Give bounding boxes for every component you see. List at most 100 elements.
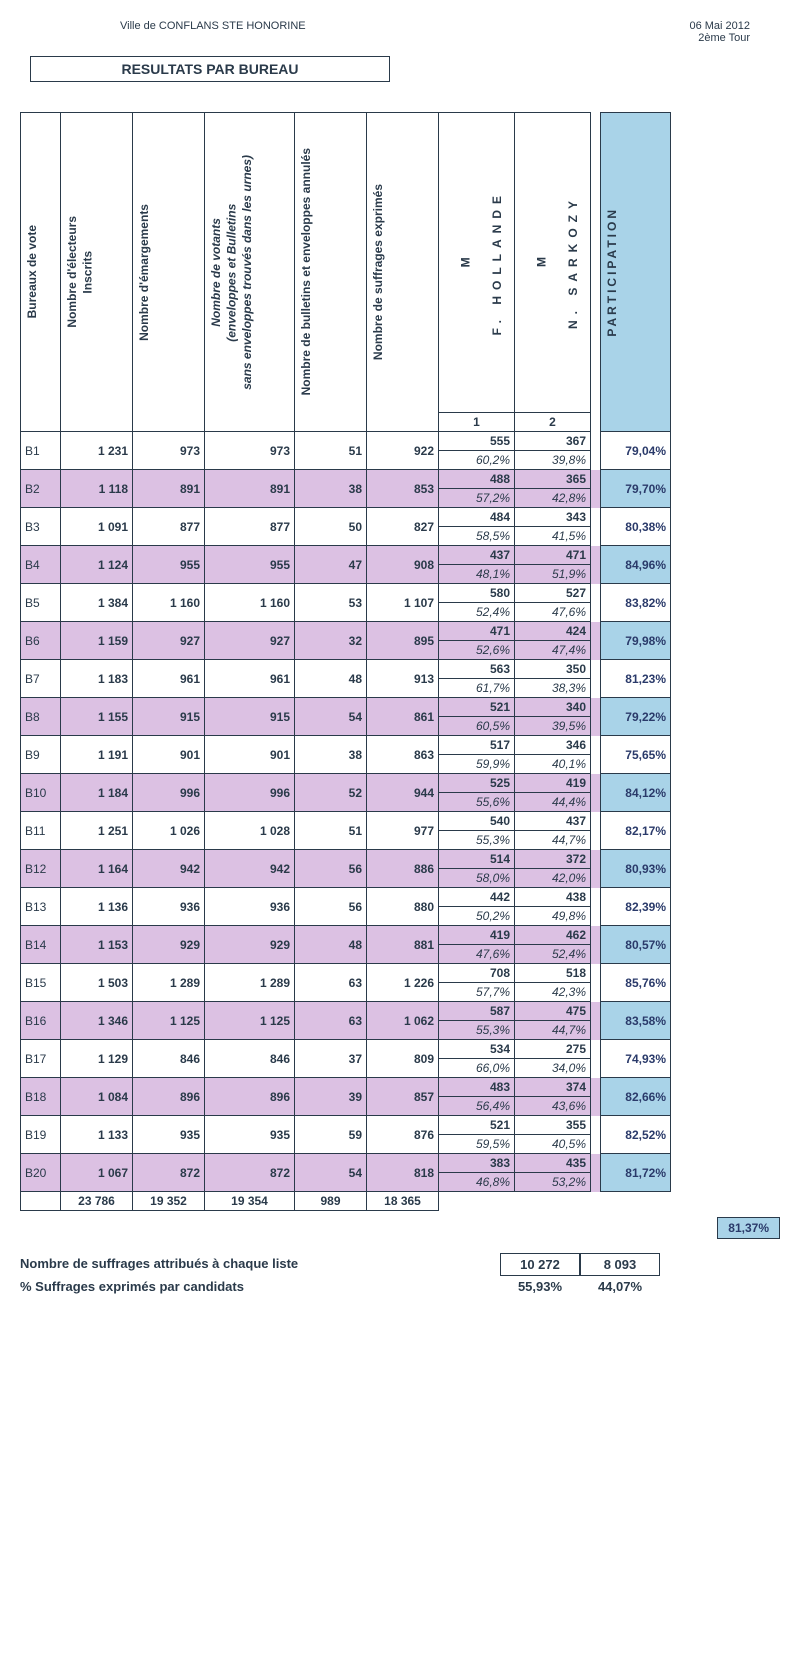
cand2-pct: 39,5% xyxy=(515,717,591,736)
footer-c1-total: 10 272 xyxy=(500,1253,580,1276)
bureau-id: B20 xyxy=(21,1154,61,1192)
inscrits: 1 091 xyxy=(61,508,133,546)
votants: 935 xyxy=(205,1116,295,1154)
annules: 48 xyxy=(295,660,367,698)
participation: 79,98% xyxy=(601,622,671,660)
participation: 83,58% xyxy=(601,1002,671,1040)
participation: 82,17% xyxy=(601,812,671,850)
annules: 47 xyxy=(295,546,367,584)
cand1-votes: 383 xyxy=(439,1154,515,1173)
total-inscrits: 23 786 xyxy=(61,1192,133,1211)
total-exprimes: 18 365 xyxy=(367,1192,439,1211)
exprimes: 880 xyxy=(367,888,439,926)
cand2-votes: 355 xyxy=(515,1116,591,1135)
exprimes: 809 xyxy=(367,1040,439,1078)
bureau-id: B2 xyxy=(21,470,61,508)
cand2-pct: 47,4% xyxy=(515,641,591,660)
bureau-id: B7 xyxy=(21,660,61,698)
footer-votes-label: Nombre de suffrages attribués à chaque l… xyxy=(20,1253,500,1276)
bureau-id: B19 xyxy=(21,1116,61,1154)
cand1-votes: 488 xyxy=(439,470,515,489)
participation: 75,65% xyxy=(601,736,671,774)
bureau-id: B18 xyxy=(21,1078,61,1116)
cand2-pct: 40,5% xyxy=(515,1135,591,1154)
col-annules: Nombre de bulletins et enveloppes annulé… xyxy=(299,148,315,395)
cand1-votes: 525 xyxy=(439,774,515,793)
emargements: 1 289 xyxy=(133,964,205,1002)
inscrits: 1 384 xyxy=(61,584,133,622)
footer-pct-label: % Suffrages exprimés par candidats xyxy=(20,1276,500,1297)
participation: 80,57% xyxy=(601,926,671,964)
emargements: 872 xyxy=(133,1154,205,1192)
exprimes: 881 xyxy=(367,926,439,964)
results-table: Bureaux de vote Nombre d'électeurs Inscr… xyxy=(20,112,671,1211)
footer-c2-total: 8 093 xyxy=(580,1253,660,1276)
city-label: Ville de CONFLANS STE HONORINE xyxy=(120,20,306,44)
annules: 52 xyxy=(295,774,367,812)
bureau-id: B1 xyxy=(21,432,61,470)
exprimes: 863 xyxy=(367,736,439,774)
votants: 872 xyxy=(205,1154,295,1192)
emargements: 901 xyxy=(133,736,205,774)
annules: 51 xyxy=(295,432,367,470)
participation: 83,82% xyxy=(601,584,671,622)
bureau-id: B10 xyxy=(21,774,61,812)
cand1-votes: 484 xyxy=(439,508,515,527)
total-votants: 19 354 xyxy=(205,1192,295,1211)
cand2-pct: 39,8% xyxy=(515,451,591,470)
col-cand2: M N. SARKOZY xyxy=(519,195,581,329)
cand1-num: 1 xyxy=(439,413,515,432)
col-participation: PARTICIPATION xyxy=(605,207,621,337)
cand2-pct: 44,4% xyxy=(515,793,591,812)
annules: 48 xyxy=(295,926,367,964)
col-cand1: M F. HOLLANDE xyxy=(443,190,505,335)
cand1-votes: 555 xyxy=(439,432,515,451)
cand2-pct: 53,2% xyxy=(515,1173,591,1192)
cand1-pct: 60,2% xyxy=(439,451,515,470)
exprimes: 876 xyxy=(367,1116,439,1154)
cand1-votes: 442 xyxy=(439,888,515,907)
cand2-votes: 350 xyxy=(515,660,591,679)
cand2-pct: 42,0% xyxy=(515,869,591,888)
cand1-pct: 47,6% xyxy=(439,945,515,964)
annules: 37 xyxy=(295,1040,367,1078)
cand1-pct: 58,5% xyxy=(439,527,515,546)
participation: 79,70% xyxy=(601,470,671,508)
cand2-votes: 340 xyxy=(515,698,591,717)
votants: 927 xyxy=(205,622,295,660)
exprimes: 895 xyxy=(367,622,439,660)
cand2-pct: 38,3% xyxy=(515,679,591,698)
annules: 38 xyxy=(295,736,367,774)
annules: 32 xyxy=(295,622,367,660)
exprimes: 857 xyxy=(367,1078,439,1116)
annules: 38 xyxy=(295,470,367,508)
participation: 84,96% xyxy=(601,546,671,584)
cand2-pct: 49,8% xyxy=(515,907,591,926)
cand1-votes: 521 xyxy=(439,698,515,717)
bureau-id: B8 xyxy=(21,698,61,736)
cand2-pct: 44,7% xyxy=(515,1021,591,1040)
participation: 81,72% xyxy=(601,1154,671,1192)
cand2-votes: 518 xyxy=(515,964,591,983)
emargements: 896 xyxy=(133,1078,205,1116)
cand2-pct: 41,5% xyxy=(515,527,591,546)
col-bureau: Bureaux de vote xyxy=(25,225,41,318)
exprimes: 908 xyxy=(367,546,439,584)
col-exprimes: Nombre de suffrages exprimés xyxy=(371,184,387,360)
bureau-id: B3 xyxy=(21,508,61,546)
emargements: 846 xyxy=(133,1040,205,1078)
page-title: RESULTATS PAR BUREAU xyxy=(30,56,390,82)
votants: 961 xyxy=(205,660,295,698)
votants: 1 160 xyxy=(205,584,295,622)
cand1-pct: 58,0% xyxy=(439,869,515,888)
cand2-pct: 42,8% xyxy=(515,489,591,508)
inscrits: 1 136 xyxy=(61,888,133,926)
cand2-votes: 438 xyxy=(515,888,591,907)
votants: 891 xyxy=(205,470,295,508)
cand1-pct: 56,4% xyxy=(439,1097,515,1116)
emargements: 996 xyxy=(133,774,205,812)
cand2-pct: 42,3% xyxy=(515,983,591,1002)
cand2-votes: 275 xyxy=(515,1040,591,1059)
annules: 53 xyxy=(295,584,367,622)
bureau-id: B16 xyxy=(21,1002,61,1040)
